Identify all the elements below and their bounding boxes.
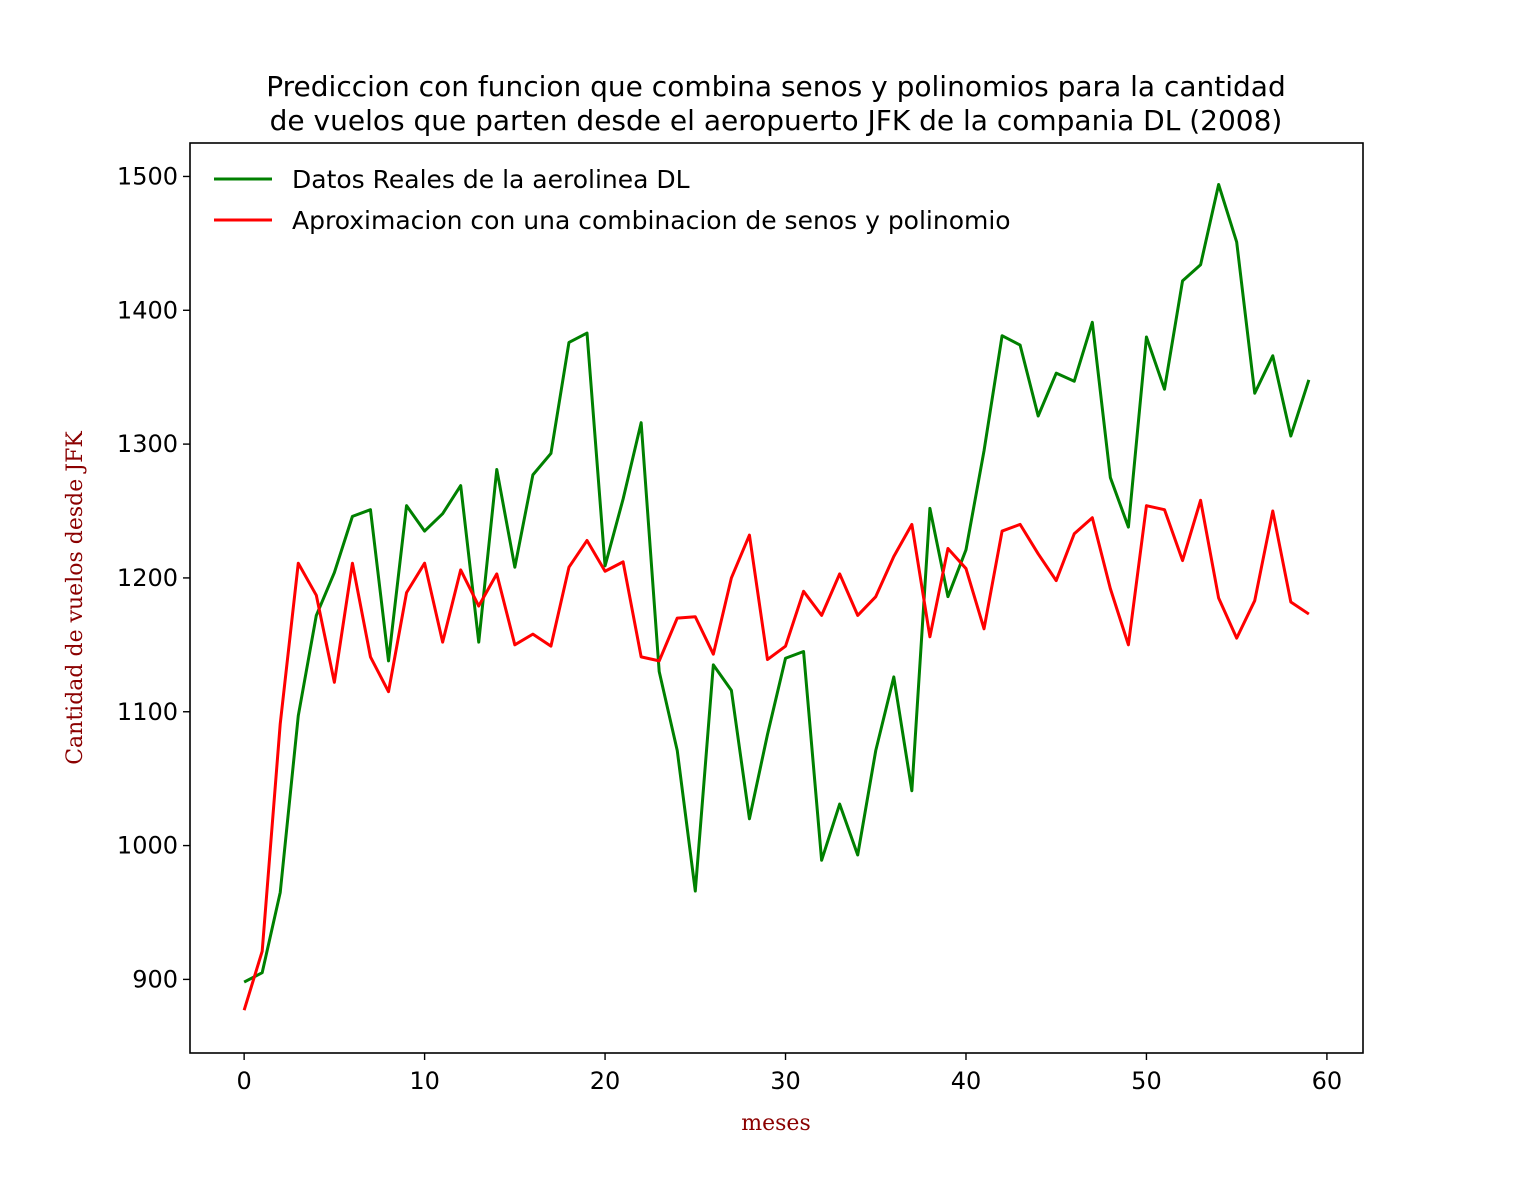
y-tick-label: 1300 bbox=[117, 430, 178, 458]
x-tick-label: 0 bbox=[236, 1067, 251, 1095]
series-layer bbox=[242, 182, 1311, 1011]
y-tick-label: 1400 bbox=[117, 296, 178, 324]
legend-label-approx: Aproximacion con una combinacion de seno… bbox=[292, 206, 1011, 235]
legend: Datos Reales de la aerolinea DL Aproxima… bbox=[214, 165, 1011, 235]
y-axis-label: Cantidad de vuelos desde JFK bbox=[63, 431, 88, 765]
x-tick-label: 20 bbox=[590, 1067, 621, 1095]
y-tick-label: 900 bbox=[132, 965, 178, 993]
x-axis-label: meses bbox=[741, 1111, 810, 1136]
x-tick-label: 30 bbox=[770, 1067, 801, 1095]
series-line-0 bbox=[243, 182, 1311, 984]
chart-title-line-2: de vuelos que parten desde el aeropuerto… bbox=[270, 104, 1283, 137]
x-tick-label: 40 bbox=[951, 1067, 982, 1095]
x-tick-label: 10 bbox=[409, 1067, 440, 1095]
x-tick-label: 60 bbox=[1312, 1067, 1343, 1095]
chart-title-line-1: Prediccion con funcion que combina senos… bbox=[266, 70, 1285, 103]
x-tick-label: 50 bbox=[1131, 1067, 1162, 1095]
y-tick-label: 1200 bbox=[117, 564, 178, 592]
plot-frame bbox=[189, 142, 1364, 1054]
y-tick-label: 1500 bbox=[117, 162, 178, 190]
y-tick-label: 1000 bbox=[117, 832, 178, 860]
series-line-1 bbox=[242, 498, 1310, 1011]
x-axis-ticks: 0 10 20 30 40 50 60 bbox=[236, 1053, 1342, 1095]
y-tick-label: 1100 bbox=[117, 698, 178, 726]
y-axis-ticks: 900 1000 1100 1200 1300 1400 1500 bbox=[117, 162, 190, 993]
legend-label-real: Datos Reales de la aerolinea DL bbox=[292, 165, 690, 194]
